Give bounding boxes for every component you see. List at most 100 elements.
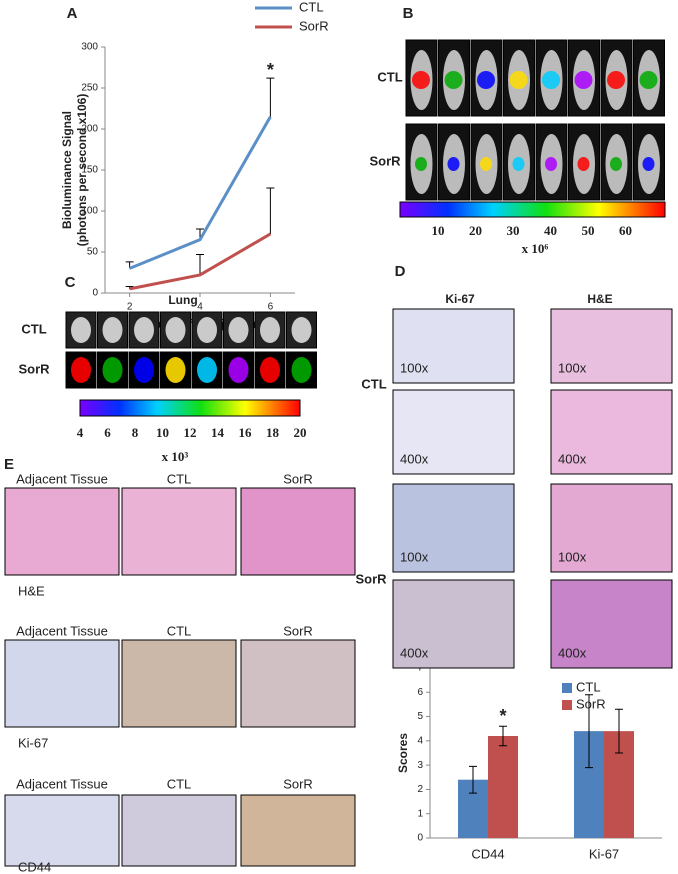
magnification-label: 100x: [558, 360, 587, 375]
signal: [444, 71, 463, 89]
y-tick-label: 0: [417, 833, 423, 844]
colorbar-tick: 16: [239, 425, 253, 440]
lung: [260, 317, 280, 343]
y-tick-label: 3: [417, 760, 423, 771]
colorbar: [79, 399, 301, 417]
error-bar: [266, 187, 275, 234]
colorbar-tick: 10: [432, 223, 445, 238]
lung: [134, 317, 154, 343]
row-label: SorR: [18, 361, 50, 376]
y-tick-label: 2: [417, 784, 423, 795]
lung: [291, 317, 312, 343]
column-label: Adjacent Tissue: [16, 471, 108, 486]
colorbar-tick: 60: [619, 223, 632, 238]
error-bar: [615, 708, 623, 754]
magnification-label: 400x: [558, 645, 587, 660]
colorbar-tick: 8: [132, 425, 139, 440]
image: [121, 639, 237, 728]
lung: [71, 357, 91, 383]
colorbar-tick: 12: [184, 425, 197, 440]
x-tick-label: 4: [197, 302, 203, 313]
image: [240, 794, 356, 867]
y-axis-label: (photons per second x106): [75, 94, 89, 247]
colorbar-tick: 20: [469, 223, 482, 238]
lung: [165, 357, 186, 383]
signal: [610, 157, 622, 171]
panel-label: A: [67, 5, 78, 22]
legend-swatch: [562, 683, 572, 693]
y-tick-label: 50: [87, 247, 99, 258]
signal: [642, 157, 655, 171]
y-tick-label: 250: [81, 83, 98, 94]
column-label: Ki-67: [445, 292, 475, 306]
legend-label: CTL: [576, 679, 601, 694]
signal: [542, 71, 560, 89]
x-tick-label: 6: [268, 302, 274, 313]
y-tick-label: 300: [81, 42, 98, 53]
y-tick-label: 6: [417, 687, 423, 698]
column-label: SorR: [283, 623, 313, 638]
image: [121, 794, 237, 867]
colorbar-tick: 30: [507, 223, 520, 238]
image: [392, 483, 515, 573]
lung: [197, 317, 217, 343]
panel-label: C: [65, 274, 76, 291]
signal: [577, 157, 590, 171]
legend-label: SorR: [576, 696, 606, 711]
lung: [228, 357, 249, 383]
signal: [415, 157, 427, 171]
legend-label: CTL: [299, 0, 324, 14]
signal: [447, 157, 460, 171]
colorbar-tick: 40: [544, 223, 557, 238]
colorbar-tick: 14: [211, 425, 225, 440]
image: [392, 308, 515, 384]
signal: [509, 71, 528, 89]
lung: [228, 317, 249, 343]
y-tick-label: 0: [92, 288, 98, 299]
column-label: SorR: [283, 471, 313, 486]
image: [550, 579, 673, 669]
group-label: SorR: [355, 571, 387, 586]
signal: [480, 157, 492, 171]
colorbar-tick: 50: [582, 223, 595, 238]
bar: [488, 736, 518, 838]
signal: [574, 71, 593, 89]
colorbar-tick: 6: [104, 425, 111, 440]
magnification-label: 400x: [558, 451, 587, 466]
signal: [639, 71, 658, 89]
x-tick-label: CD44: [471, 846, 504, 861]
colorbar-tick: 20: [294, 425, 307, 440]
image: [392, 579, 515, 669]
image: [550, 483, 673, 573]
panel-label: E: [4, 456, 14, 473]
magnification-label: 100x: [558, 549, 587, 564]
colorbar-tick: 4: [77, 425, 84, 440]
colorbar-unit: x 10⁶: [522, 241, 549, 256]
lung: [71, 317, 91, 343]
column-label: CTL: [167, 776, 192, 791]
error-bar: [266, 77, 275, 117]
lung: [134, 357, 154, 383]
image: [550, 308, 673, 384]
image: [4, 639, 120, 728]
column-label: CTL: [167, 623, 192, 638]
image: [4, 794, 120, 867]
magnification-label: 400x: [400, 645, 429, 660]
image: [4, 487, 120, 576]
row-label: CTL: [377, 69, 402, 84]
column-label: Adjacent Tissue: [16, 623, 108, 638]
row-label: CTL: [21, 321, 46, 336]
colorbar: [399, 201, 666, 218]
y-tick-label: 1: [417, 808, 423, 819]
legend-swatch: [562, 700, 572, 710]
y-axis-label: Bioluminance Signal: [60, 111, 74, 229]
lung: [291, 357, 312, 383]
y-tick-label: 4: [417, 735, 423, 746]
magnification-label: 100x: [400, 549, 429, 564]
signal: [545, 157, 557, 171]
image: [240, 639, 356, 728]
y-tick-label: 150: [81, 165, 98, 176]
stain-label: CD44: [18, 859, 51, 874]
lung: [165, 317, 186, 343]
